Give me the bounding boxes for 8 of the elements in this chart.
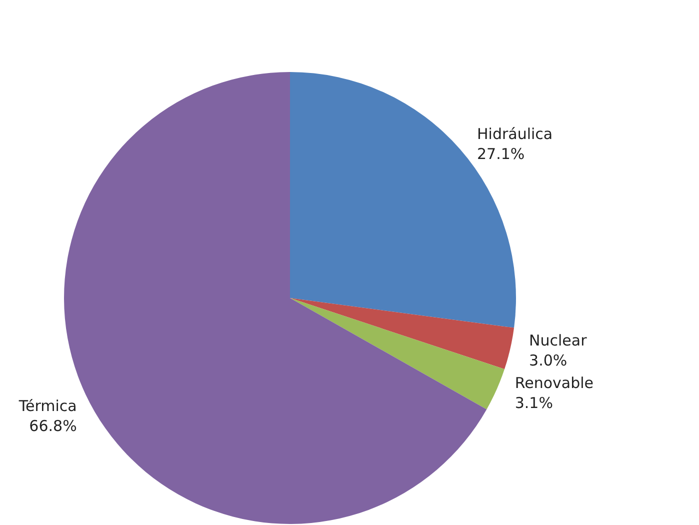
data-label: 66.8% — [29, 416, 77, 435]
data-label: 27.1% — [477, 144, 525, 163]
slice-label: Nuclear — [529, 331, 588, 350]
slice-label: Renovable — [514, 374, 594, 392]
slice-label: Térmica — [18, 396, 77, 415]
slice-label: Hidráulica — [477, 124, 553, 143]
data-label: 3.1% — [514, 394, 553, 412]
data-label: 3.0% — [529, 351, 568, 370]
